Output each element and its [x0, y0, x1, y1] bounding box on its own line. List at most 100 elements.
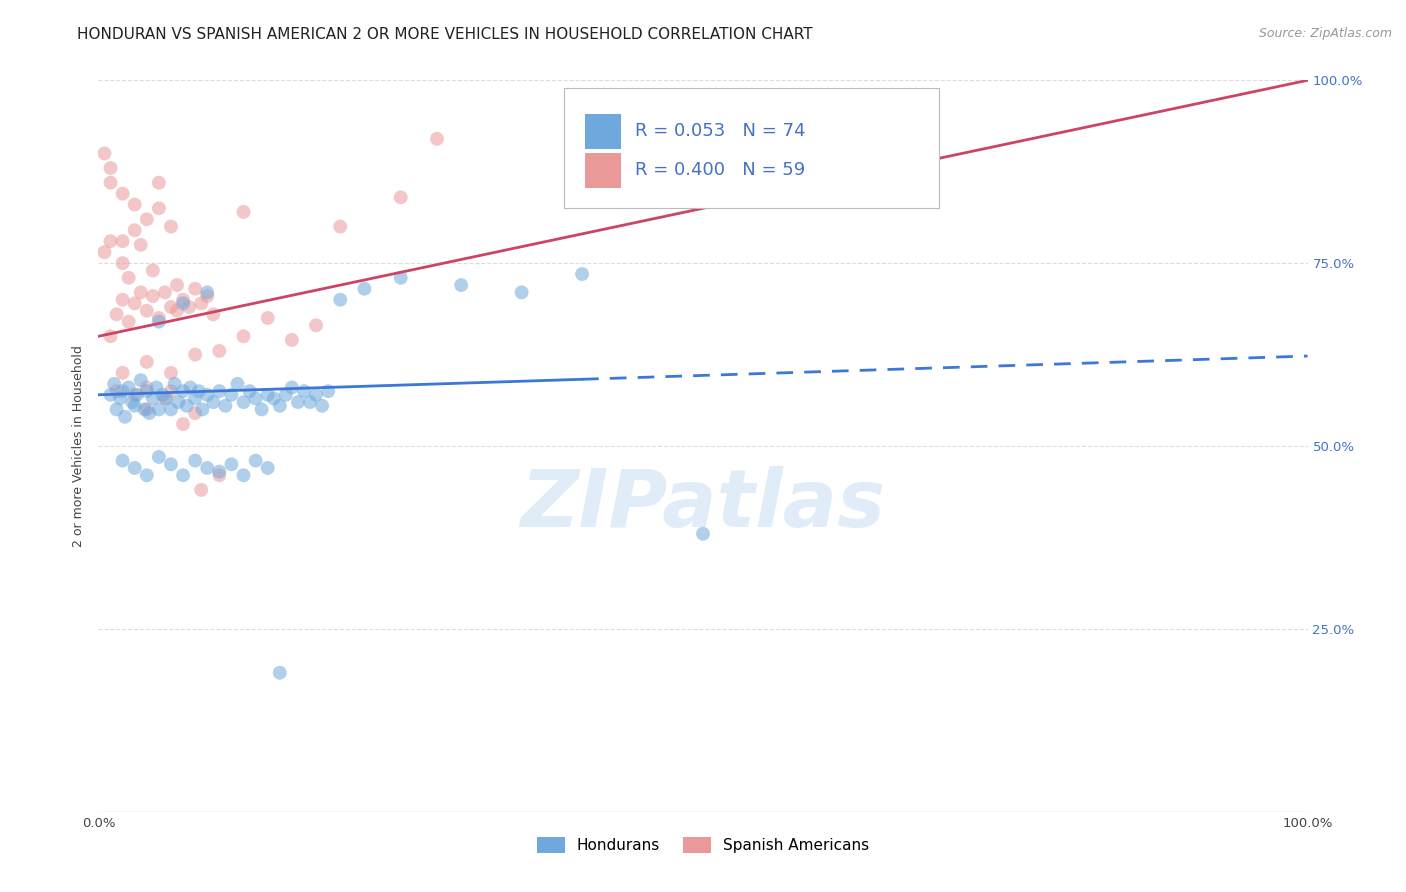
Point [263, 392, 285, 406]
Point [100, 176, 122, 190]
Text: HONDURAN VS SPANISH AMERICAN 2 OR MORE VEHICLES IN HOUSEHOLD CORRELATION CHART: HONDURAN VS SPANISH AMERICAN 2 OR MORE V… [77, 27, 813, 42]
Point [105, 402, 128, 417]
Point [124, 223, 146, 237]
Point [172, 417, 194, 431]
Point [274, 388, 297, 402]
Point [389, 270, 412, 285]
Point [179, 300, 201, 314]
Text: R = 0.053   N = 74: R = 0.053 N = 74 [636, 122, 806, 140]
Point [281, 380, 304, 394]
Legend: Hondurans, Spanish Americans: Hondurans, Spanish Americans [531, 830, 875, 859]
Point [129, 237, 152, 252]
Point [287, 395, 309, 409]
Point [195, 388, 218, 402]
Point [160, 402, 183, 417]
Point [127, 388, 149, 402]
Point [124, 296, 146, 310]
Point [105, 384, 128, 398]
Point [153, 285, 176, 300]
Point [167, 395, 190, 409]
Point [208, 468, 231, 483]
Point [142, 263, 165, 277]
Point [166, 278, 188, 293]
Point [184, 282, 207, 296]
Point [100, 329, 122, 343]
Point [108, 392, 131, 406]
Point [135, 468, 157, 483]
Point [114, 409, 136, 424]
Point [124, 197, 146, 211]
Point [510, 285, 533, 300]
Point [305, 318, 328, 333]
Point [269, 665, 291, 680]
Point [190, 296, 212, 310]
Point [163, 376, 186, 391]
Point [93, 245, 115, 260]
FancyBboxPatch shape [564, 87, 939, 209]
Point [190, 483, 212, 497]
Point [202, 307, 225, 321]
Point [184, 392, 207, 406]
Point [135, 380, 157, 394]
Point [281, 333, 304, 347]
Point [134, 402, 156, 417]
Point [135, 384, 157, 398]
Point [148, 201, 170, 215]
Point [118, 380, 141, 394]
Point [148, 402, 170, 417]
Point [138, 406, 160, 420]
Point [118, 270, 141, 285]
Point [105, 307, 128, 321]
Bar [585, 153, 621, 188]
Point [148, 311, 170, 326]
Point [148, 450, 170, 464]
Point [450, 278, 472, 293]
Point [111, 293, 134, 307]
Point [135, 212, 157, 227]
Point [184, 453, 207, 467]
Text: ZIPatlas: ZIPatlas [520, 466, 886, 543]
Point [184, 406, 207, 420]
Point [232, 395, 254, 409]
Point [135, 355, 157, 369]
Point [172, 384, 194, 398]
Point [195, 289, 218, 303]
Point [389, 190, 412, 204]
Point [172, 468, 194, 483]
Point [232, 205, 254, 219]
Point [692, 526, 714, 541]
Point [100, 388, 122, 402]
Point [124, 399, 146, 413]
Point [426, 132, 449, 146]
Point [111, 384, 134, 398]
Point [226, 376, 249, 391]
Point [187, 384, 209, 398]
Point [172, 296, 194, 310]
Point [145, 380, 167, 394]
Point [232, 468, 254, 483]
Point [195, 461, 218, 475]
Point [160, 219, 183, 234]
Point [124, 388, 146, 402]
Point [152, 388, 174, 402]
Point [160, 457, 183, 471]
Point [256, 388, 278, 402]
Point [111, 234, 134, 248]
Point [153, 392, 176, 406]
Point [195, 285, 218, 300]
Point [232, 329, 254, 343]
Point [148, 176, 170, 190]
Point [208, 343, 231, 358]
Point [571, 267, 593, 281]
Point [135, 402, 157, 417]
Point [166, 303, 188, 318]
Text: Source: ZipAtlas.com: Source: ZipAtlas.com [1258, 27, 1392, 40]
Point [129, 373, 152, 387]
Point [353, 282, 375, 296]
Point [179, 380, 201, 394]
Point [93, 146, 115, 161]
Point [111, 256, 134, 270]
Point [292, 384, 315, 398]
Point [155, 392, 177, 406]
Point [299, 395, 322, 409]
